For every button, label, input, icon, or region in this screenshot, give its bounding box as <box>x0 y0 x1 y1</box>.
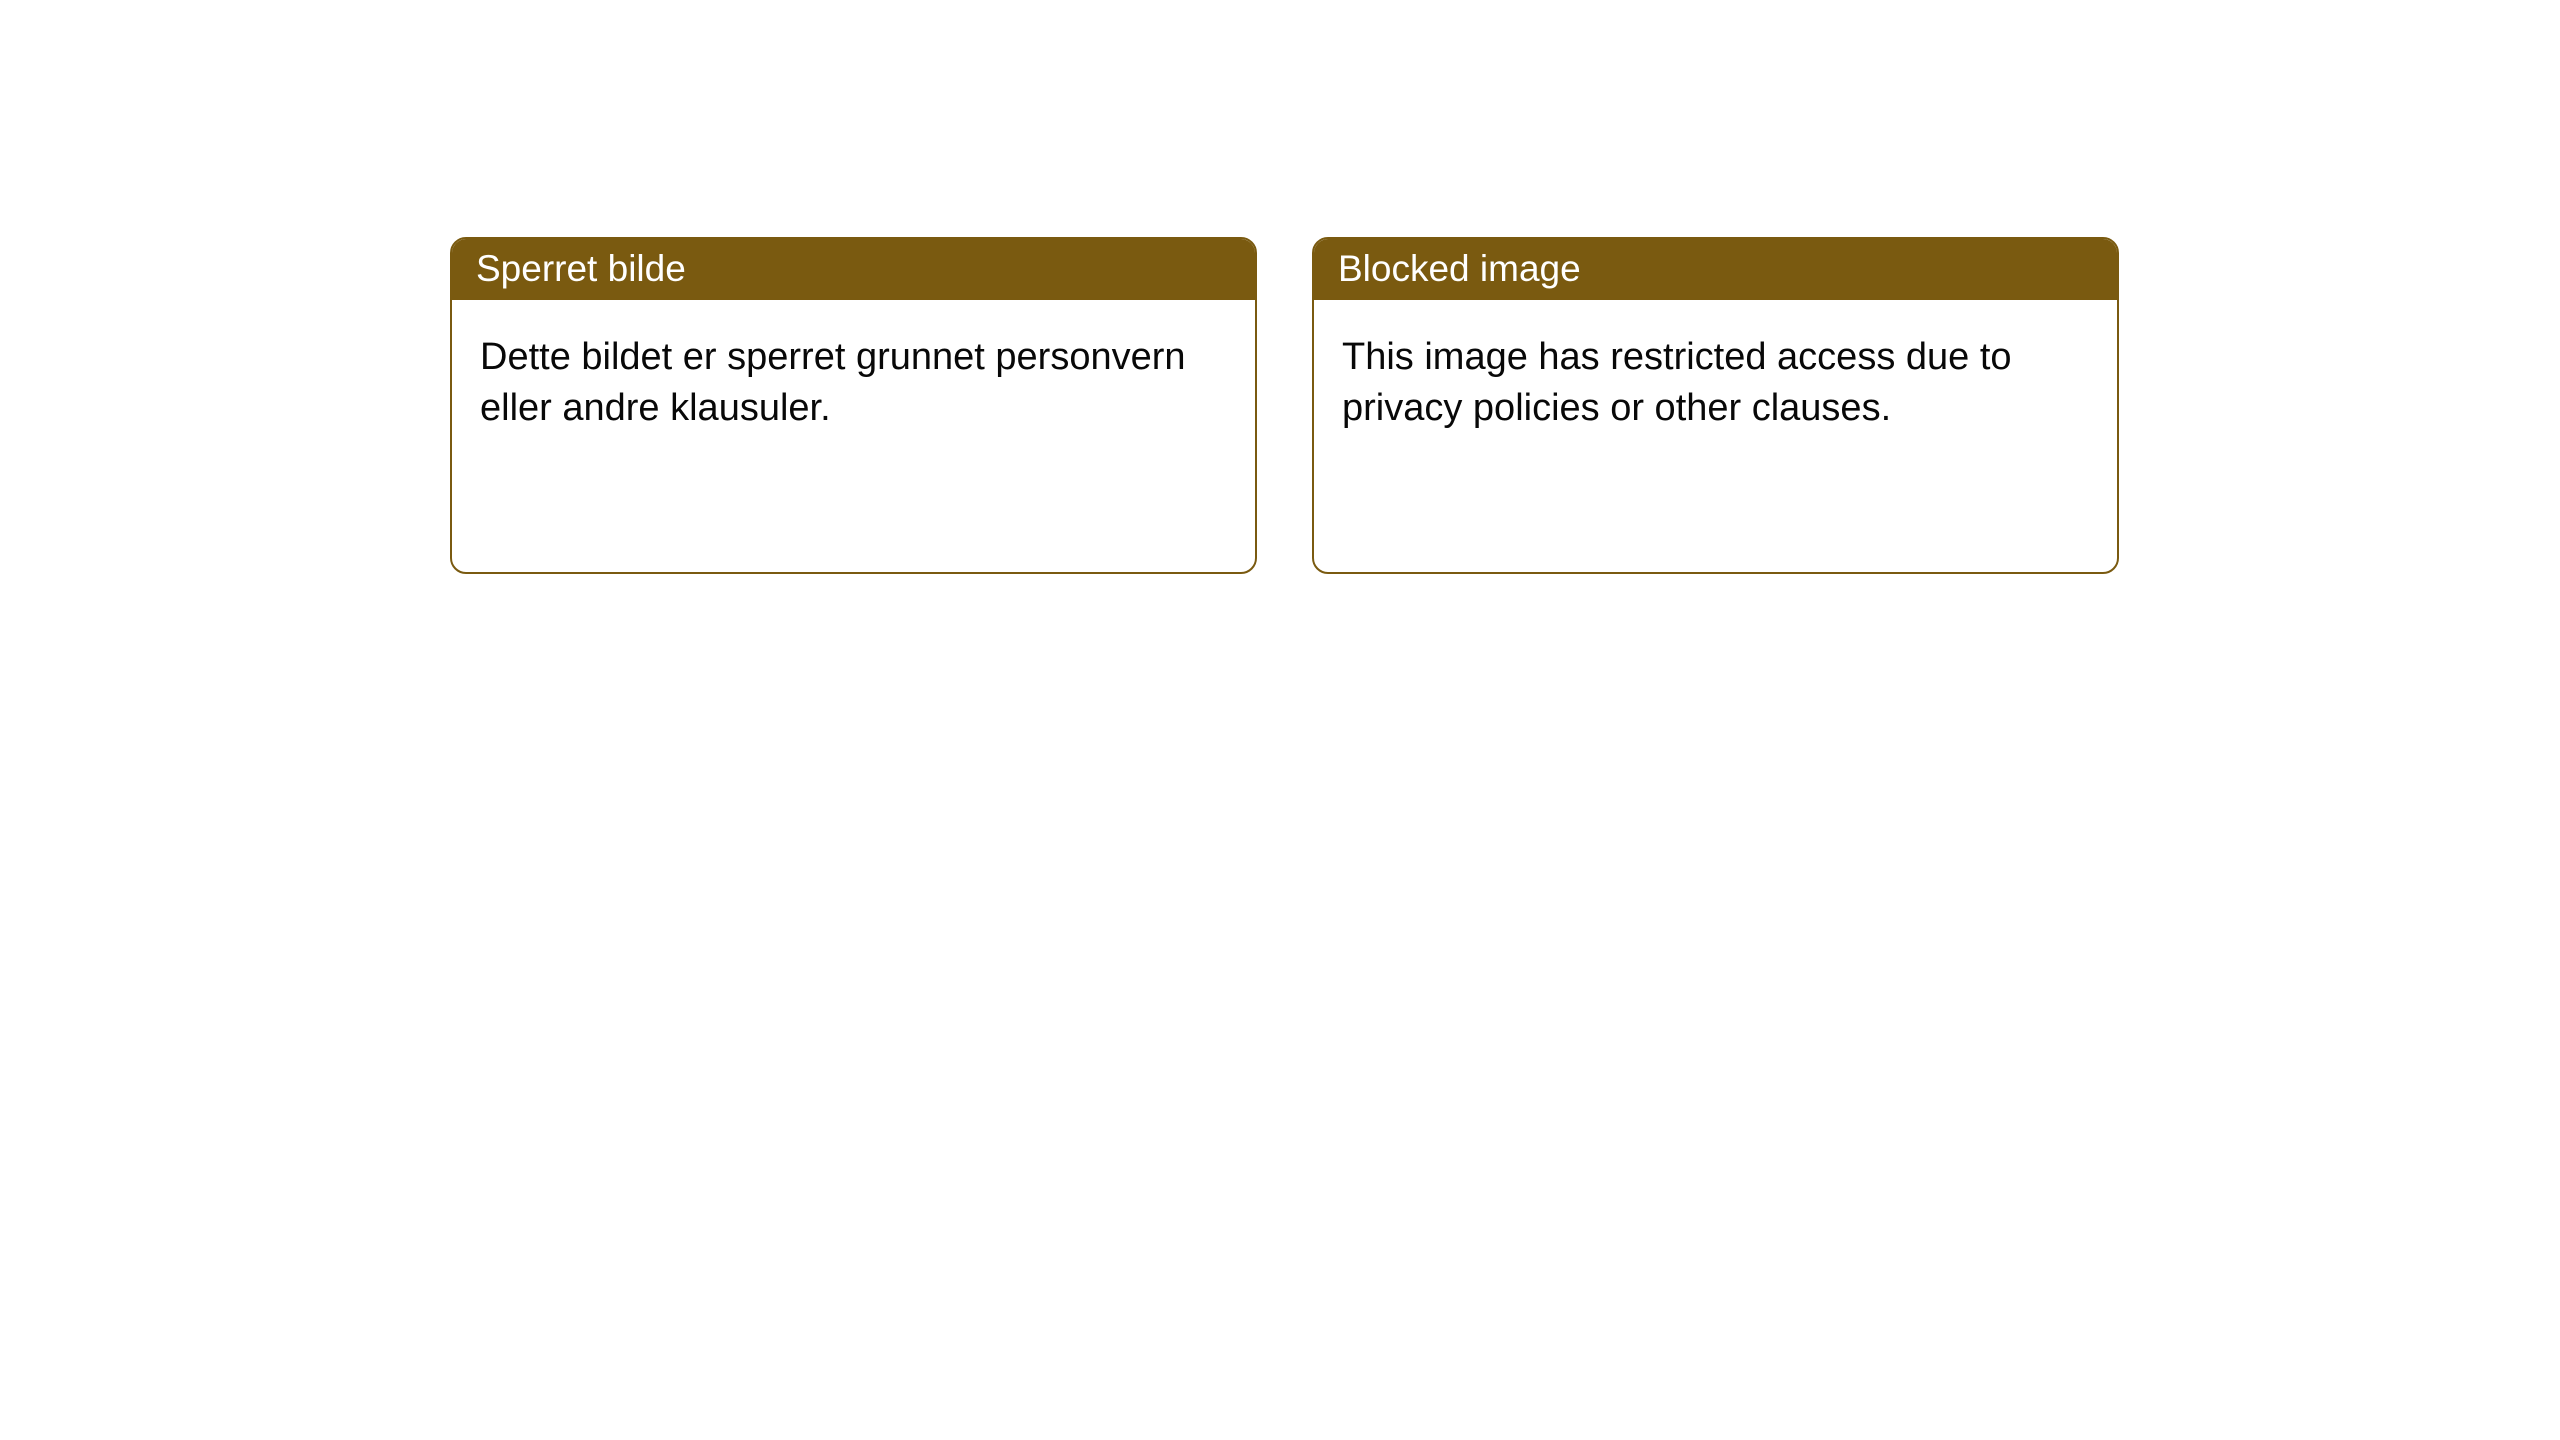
card-body: This image has restricted access due to … <box>1314 300 2117 467</box>
card-body-text: This image has restricted access due to … <box>1342 336 2012 429</box>
card-body-text: Dette bildet er sperret grunnet personve… <box>480 336 1186 429</box>
card-title: Sperret bilde <box>476 248 686 289</box>
card-header: Sperret bilde <box>452 239 1255 300</box>
blocked-image-cards: Sperret bilde Dette bildet er sperret gr… <box>450 237 2119 574</box>
blocked-image-card-en: Blocked image This image has restricted … <box>1312 237 2119 574</box>
card-header: Blocked image <box>1314 239 2117 300</box>
blocked-image-card-no: Sperret bilde Dette bildet er sperret gr… <box>450 237 1257 574</box>
card-body: Dette bildet er sperret grunnet personve… <box>452 300 1255 467</box>
card-title: Blocked image <box>1338 248 1581 289</box>
